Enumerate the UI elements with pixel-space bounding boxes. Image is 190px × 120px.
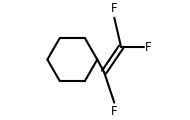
Text: F: F	[145, 41, 151, 54]
Text: F: F	[111, 105, 118, 118]
Text: F: F	[111, 2, 118, 15]
